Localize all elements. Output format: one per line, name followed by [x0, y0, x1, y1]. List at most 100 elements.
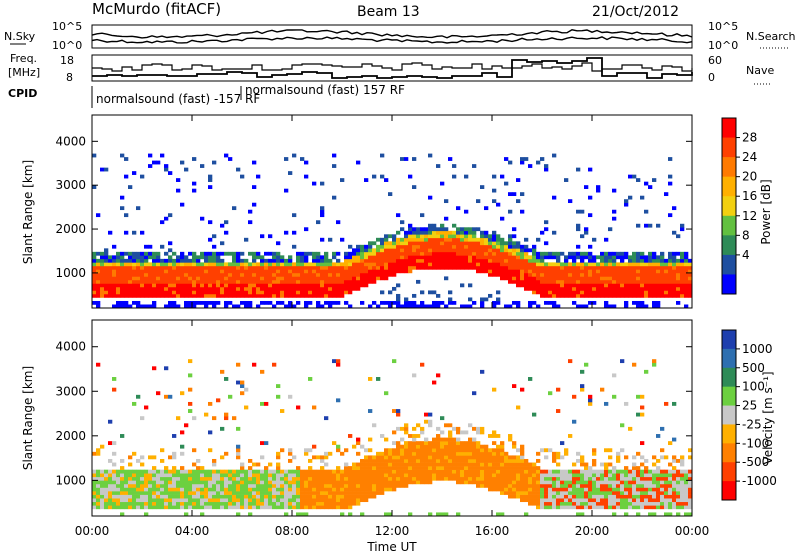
power-cell: [116, 276, 121, 281]
power-cell: [376, 255, 381, 260]
velocity-cell: [312, 480, 317, 485]
velocity-cell: [544, 505, 549, 510]
power-cell: [304, 279, 309, 284]
power-cell: [156, 272, 161, 277]
velocity-cell: [652, 487, 657, 492]
power-cell: [208, 251, 213, 256]
velocity-cell: [592, 498, 597, 503]
velocity-cell: [652, 455, 657, 460]
power-cell: [444, 248, 449, 253]
power-cell: [592, 262, 597, 267]
velocity-cell: [532, 469, 537, 474]
power-cell: [356, 269, 361, 274]
power-cell: [232, 258, 237, 263]
power-cell: [256, 265, 261, 270]
velocity-cell: [172, 434, 177, 438]
power-cell: [512, 279, 517, 284]
power-cell: [448, 244, 453, 249]
velocity-cell: [476, 483, 481, 488]
power-cell: [264, 290, 269, 295]
velocity-cell: [584, 480, 589, 485]
velocity-cell: [96, 469, 101, 474]
power-cell: [372, 272, 377, 277]
power-cell: [524, 276, 529, 281]
power-cell: [284, 279, 289, 284]
power-cell: [520, 258, 525, 263]
power-cell: [536, 304, 541, 309]
power-cell: [436, 304, 441, 309]
power-cell: [320, 286, 325, 291]
velocity-cell: [476, 480, 481, 485]
power-cell: [264, 283, 269, 288]
power-cell: [196, 269, 201, 274]
velocity-cell: [212, 505, 217, 510]
velocity-cell: [448, 444, 453, 449]
power-cell: [452, 223, 457, 228]
velocity-cell: [172, 473, 177, 478]
power-cell: [604, 276, 609, 281]
power-cell: [132, 283, 137, 288]
velocity-cell: [112, 462, 117, 467]
velocity-cell: [348, 466, 353, 470]
velocity-cell: [520, 483, 525, 488]
velocity-cell: [376, 462, 381, 467]
power-cell: [172, 283, 177, 288]
velocity-cell: [480, 369, 485, 374]
velocity-cell: [512, 444, 517, 449]
power-cell: [512, 265, 517, 270]
power-cell: [252, 251, 257, 256]
velocity-cell: [456, 455, 461, 460]
velocity-cell: [260, 469, 265, 474]
velocity-cell: [440, 458, 445, 463]
velocity-cell: [128, 483, 133, 488]
velocity-cell: [292, 494, 297, 499]
power-cell: [384, 255, 389, 260]
power-cell: [628, 286, 633, 291]
velocity-cell: [532, 494, 537, 499]
power-cell: [528, 279, 533, 284]
power-cell: [608, 258, 613, 263]
power-cell: [432, 241, 437, 246]
velocity-cell: [464, 441, 469, 446]
power-cell: [200, 255, 205, 260]
velocity-cell: [120, 469, 125, 474]
velocity-cell: [424, 480, 429, 485]
velocity-cell: [156, 494, 161, 499]
power-cell: [588, 265, 593, 270]
power-cell: [160, 290, 165, 295]
velocity-cell: [508, 491, 513, 495]
velocity-cell: [592, 451, 597, 456]
velocity-cell: [188, 476, 193, 481]
power-cell: [540, 258, 545, 263]
velocity-cell: [640, 480, 645, 485]
velocity-cell: [176, 498, 181, 503]
velocity-cell: [196, 487, 201, 492]
power-cell: [208, 279, 213, 284]
velocity-cell: [200, 501, 205, 506]
power-cell: [484, 251, 489, 256]
velocity-cell: [624, 466, 629, 470]
power-cell: [264, 279, 269, 284]
power-cell: [144, 258, 149, 263]
power-cell: [152, 276, 157, 281]
velocity-cell: [364, 455, 369, 460]
velocity-cell: [580, 384, 585, 389]
velocity-cell: [152, 469, 157, 474]
velocity-cell: [516, 469, 521, 474]
velocity-cell: [564, 498, 569, 503]
power-cell: [644, 223, 649, 228]
velocity-cell: [420, 441, 425, 446]
power-cell: [444, 304, 449, 309]
velocity-cell: [376, 483, 381, 488]
velocity-cell: [620, 476, 625, 481]
velocity-cell: [684, 498, 689, 503]
power-cell: [132, 251, 137, 256]
power-cell: [352, 272, 357, 277]
power-cell: [408, 258, 413, 263]
power-cell: [496, 262, 501, 267]
power-cell: [212, 251, 217, 256]
power-cell: [612, 265, 617, 270]
velocity-cell: [396, 412, 401, 417]
power-colorbar-swatch-3: [722, 176, 736, 197]
power-cell: [612, 279, 617, 284]
